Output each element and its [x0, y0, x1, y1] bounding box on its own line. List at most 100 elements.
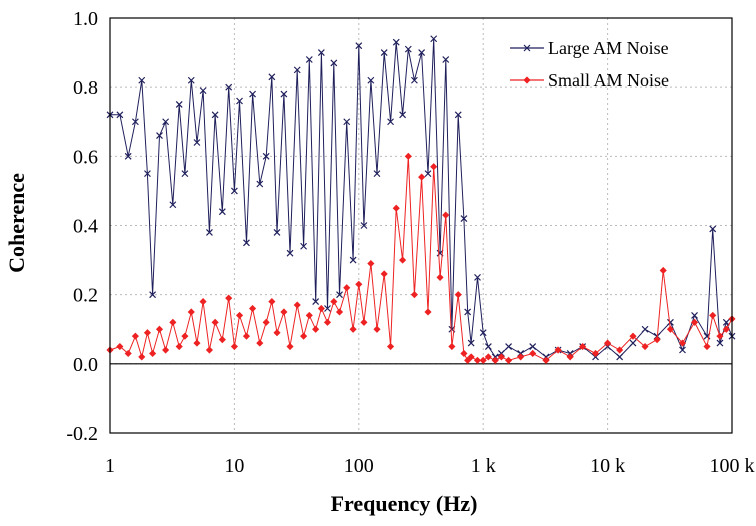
data-point [641, 342, 649, 351]
series-2 [106, 152, 736, 364]
data-point [473, 356, 482, 364]
legend-item: Large AM Noise [510, 38, 669, 58]
data-point [175, 342, 183, 351]
data-point [491, 356, 499, 364]
data-point [286, 249, 294, 257]
data-point [211, 111, 219, 119]
data-point [529, 343, 537, 350]
data-point [280, 308, 288, 316]
data-point [268, 298, 276, 306]
data-point [709, 225, 717, 233]
data-point [116, 111, 124, 119]
data-point [430, 35, 438, 43]
series-group [106, 35, 736, 364]
data-point [399, 256, 407, 264]
data-point [156, 132, 163, 140]
data-point [716, 332, 724, 340]
data-point [430, 163, 438, 171]
data-point [236, 97, 243, 105]
data-point [131, 118, 139, 126]
data-point [162, 118, 170, 126]
data-point [566, 353, 574, 361]
data-point [479, 356, 487, 364]
y-tick-label: 0.6 [73, 146, 98, 168]
data-point [230, 187, 238, 195]
data-point [678, 339, 687, 347]
data-point [579, 342, 587, 351]
data-point [460, 349, 468, 358]
data-point [629, 339, 637, 347]
x-tick-label: 100 [344, 455, 374, 477]
data-point [199, 87, 207, 95]
data-point [679, 346, 686, 354]
y-axis-title: Coherence [4, 173, 29, 273]
data-point [484, 353, 492, 361]
data-point [399, 111, 407, 119]
data-point [542, 356, 550, 364]
data-point [206, 228, 213, 236]
data-point [667, 318, 674, 326]
data-point [703, 342, 711, 351]
data-point [373, 325, 381, 333]
data-point [418, 173, 426, 181]
data-point [604, 339, 612, 347]
data-point [330, 59, 338, 67]
data-point [666, 325, 675, 333]
legend-item: Small AM Noise [510, 70, 669, 90]
data-point [418, 49, 426, 57]
x-tick-label: 10 k [590, 455, 625, 477]
data-point [404, 45, 412, 53]
data-point [467, 339, 475, 347]
data-point [323, 318, 332, 326]
data-point [367, 76, 375, 84]
data-point [169, 318, 177, 326]
data-point [149, 349, 157, 358]
data-point [305, 311, 313, 319]
data-point [293, 301, 301, 309]
data-point [131, 332, 139, 340]
data-point [554, 346, 562, 354]
data-point [300, 242, 308, 250]
data-point [411, 76, 418, 84]
data-point [641, 325, 649, 333]
data-point [454, 111, 462, 119]
data-point [187, 76, 195, 84]
data-point [336, 291, 343, 299]
data-point [169, 201, 177, 209]
data-point [225, 294, 233, 302]
data-point [343, 118, 351, 126]
y-tick-label: 0.2 [73, 285, 98, 307]
data-point [280, 90, 288, 98]
x-tick-label: 1 [105, 455, 115, 477]
data-point [380, 270, 388, 278]
data-point [659, 266, 667, 275]
data-point [442, 56, 450, 63]
data-point [373, 170, 381, 178]
data-point [124, 152, 132, 160]
data-point [355, 42, 363, 50]
series-line [109, 156, 733, 362]
data-point [144, 170, 151, 178]
data-point [349, 256, 357, 264]
data-point [484, 343, 492, 350]
data-point [155, 325, 164, 333]
data-point [199, 298, 207, 306]
data-point [116, 342, 124, 351]
data-point [616, 346, 624, 354]
data-point [709, 311, 717, 319]
x-axis-title: Frequency (Hz) [331, 491, 478, 516]
data-point [367, 259, 375, 268]
data-point [273, 329, 281, 337]
data-point [716, 339, 724, 347]
data-point [230, 342, 238, 351]
y-tick-label: 0.0 [73, 354, 98, 376]
data-point [523, 44, 531, 52]
data-point [317, 49, 325, 57]
data-point [225, 83, 233, 91]
data-point [193, 139, 201, 146]
data-point [529, 349, 537, 358]
legend-label: Small AM Noise [548, 70, 669, 90]
data-point [722, 325, 730, 333]
data-point [505, 343, 513, 350]
data-point [124, 349, 132, 358]
